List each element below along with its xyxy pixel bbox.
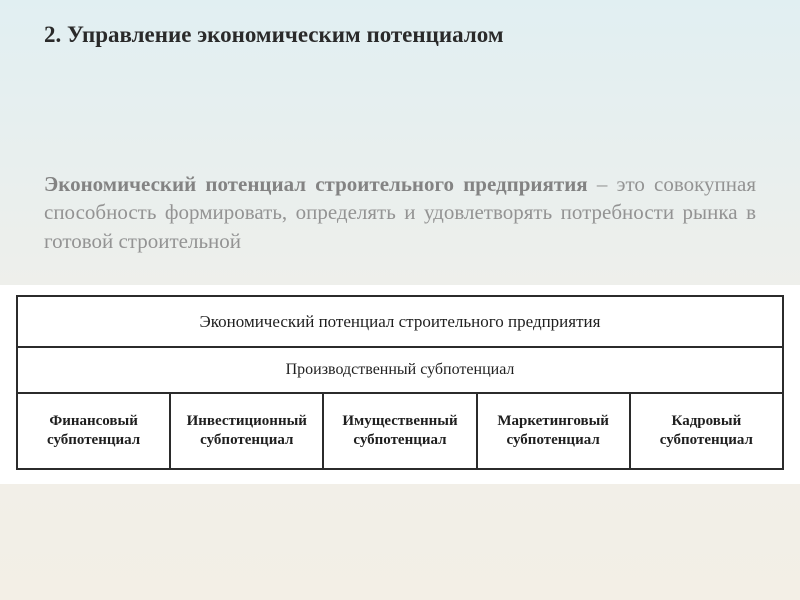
table-cell-marketing: Маркетинговый субпотенциал: [477, 393, 630, 469]
table-container: Экономический потенциал строительного пр…: [0, 285, 800, 484]
table-cell-financial: Финансовый субпотенциал: [17, 393, 170, 469]
table-row-1: Экономический потенциал строительного пр…: [17, 296, 783, 347]
table-cell-property: Имущественный субпотенциал: [323, 393, 476, 469]
table-cell-personnel: Кадровый субпотенциал: [630, 393, 783, 469]
section-heading: 2. Управление экономическим потенциалом: [44, 22, 756, 48]
slide: 2. Управление экономическим потенциалом …: [0, 0, 800, 600]
potential-table: Экономический потенциал строительного пр…: [16, 295, 784, 470]
table-cell-investment: Инвестиционный субпотенциал: [170, 393, 323, 469]
table-row-2: Производственный субпотенциал: [17, 347, 783, 393]
definition-paragraph: Экономический потенциал строительного пр…: [44, 170, 756, 255]
definition-term: Экономический потенциал строительного пр…: [44, 172, 588, 196]
